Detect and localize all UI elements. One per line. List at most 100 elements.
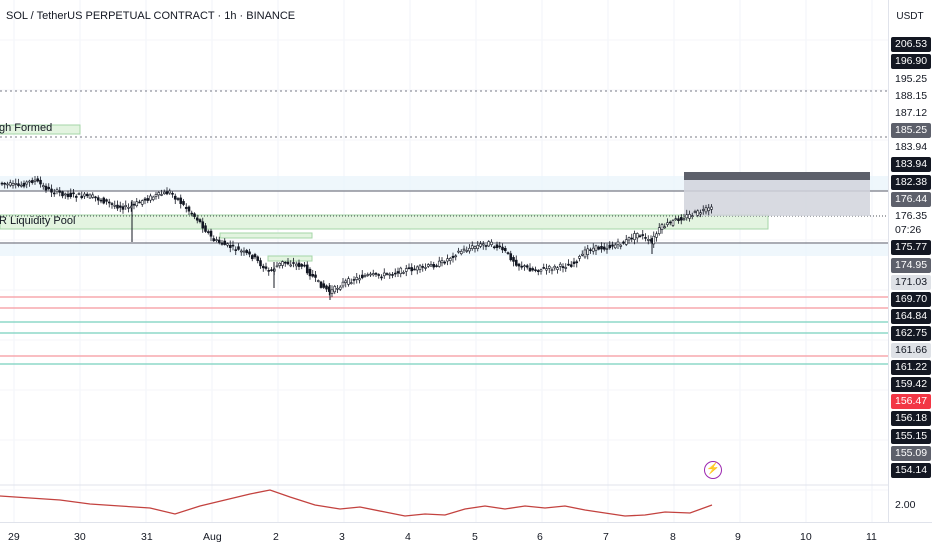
price-label: 183.94: [891, 157, 931, 172]
candle-body: [591, 247, 595, 252]
candle-body: [652, 235, 656, 245]
candle-body: [699, 212, 702, 215]
candle-body: [679, 217, 683, 221]
candle-body: [399, 267, 403, 275]
price-label: 182.38: [891, 175, 931, 190]
candle-body: [325, 285, 328, 290]
symbol-title[interactable]: SOL / TetherUS PERPETUAL CONTRACT · 1h ·…: [6, 10, 296, 22]
candle-body: [600, 246, 603, 250]
candle-body: [66, 193, 70, 198]
candle-body: [270, 269, 273, 272]
price-label: 159.42: [891, 377, 931, 392]
candle-body: [69, 192, 73, 197]
candle-body: [297, 262, 301, 267]
candle-body: [223, 240, 227, 245]
candle-body: [102, 197, 106, 204]
candle-body: [421, 266, 425, 268]
candle-body: [426, 264, 430, 267]
candle-body: [184, 207, 188, 209]
candle-body: [611, 244, 614, 247]
candle-body: [547, 265, 551, 269]
candle-body: [492, 246, 496, 249]
candle-body: [371, 273, 375, 276]
candle-body: [605, 248, 609, 250]
candle-body: [160, 194, 163, 196]
candle-body: [578, 256, 581, 259]
candle-body: [484, 245, 488, 247]
candle-body: [237, 246, 240, 250]
candle-body: [528, 267, 532, 272]
candle-body: [72, 192, 75, 195]
candle-body: [457, 250, 460, 253]
candle-body: [622, 241, 625, 244]
time-label: 5: [472, 531, 478, 543]
candle-body: [63, 193, 67, 196]
price-label: 175.77: [891, 240, 931, 255]
candle-body: [204, 225, 207, 232]
price-label: 2.00: [895, 499, 916, 511]
candle-body: [281, 261, 284, 266]
candle-body: [91, 194, 95, 198]
candle-body: [294, 263, 298, 267]
candle-body: [558, 263, 562, 267]
candle-body: [556, 267, 559, 270]
oscillator-line: [0, 489, 713, 517]
candle-body: [616, 241, 620, 246]
candle-body: [303, 264, 306, 267]
candle-body: [83, 193, 86, 197]
price-scale[interactable]: 206.53 196.90 195.25 188.15 187.12 185.25 183.…: [888, 0, 932, 522]
liquidity-pool-zone: [0, 214, 769, 230]
time-axis[interactable]: 29 30 31 Aug 2 3 4 5 6 7 8 9 10 11: [0, 522, 932, 550]
candle-body: [567, 263, 570, 266]
price-label: 164.84: [891, 309, 931, 324]
candle-body: [52, 192, 56, 195]
candle-body: [476, 245, 480, 249]
candle-body: [451, 255, 455, 258]
high-formed-box: [0, 124, 81, 135]
candle-body: [113, 204, 117, 207]
candle-body: [666, 222, 669, 225]
price-chart[interactable]: [0, 0, 888, 522]
candle-body: [253, 254, 257, 258]
candle-body: [473, 246, 477, 249]
candle-body: [509, 253, 513, 261]
price-label: 176.44: [891, 192, 931, 207]
candle-body: [50, 188, 53, 193]
candle-body: [248, 251, 251, 255]
candle-body: [707, 207, 711, 211]
candle-body: [305, 264, 309, 274]
candle-body: [608, 244, 612, 249]
candle-body: [704, 207, 708, 213]
candle-body: [382, 272, 386, 277]
candle-body: [11, 183, 15, 186]
candle-body: [283, 261, 287, 264]
lightning-icon[interactable]: ⚡: [704, 461, 722, 479]
candle-body: [127, 207, 130, 209]
price-label: 183.94: [895, 141, 928, 153]
candle-body: [193, 213, 196, 217]
price-label: 156.47: [891, 394, 931, 409]
candle-body: [138, 201, 141, 204]
candle-body: [564, 267, 568, 269]
candle-body: [542, 267, 546, 269]
candle-body: [413, 268, 416, 271]
candle-body: [198, 219, 202, 223]
candle-body: [308, 268, 312, 277]
chart-pane[interactable]: SOL / TetherUS PERPETUAL CONTRACT · 1h ·…: [0, 0, 888, 522]
currency-button[interactable]: USDT: [896, 11, 924, 22]
time-label: 6: [537, 531, 543, 543]
candle-body: [135, 201, 139, 207]
candle-body: [74, 195, 78, 198]
candle-body: [462, 248, 466, 251]
candle-body: [151, 196, 155, 200]
candle-body: [580, 253, 584, 256]
candle-body: [690, 215, 694, 217]
time-label: 30: [74, 531, 86, 543]
candle-body: [479, 243, 482, 247]
candle-body: [415, 266, 419, 271]
candle-body: [410, 267, 414, 272]
candle-body: [88, 194, 92, 199]
candle-body: [520, 265, 524, 268]
candle-body: [583, 249, 587, 258]
price-label: 174.95: [891, 258, 931, 273]
